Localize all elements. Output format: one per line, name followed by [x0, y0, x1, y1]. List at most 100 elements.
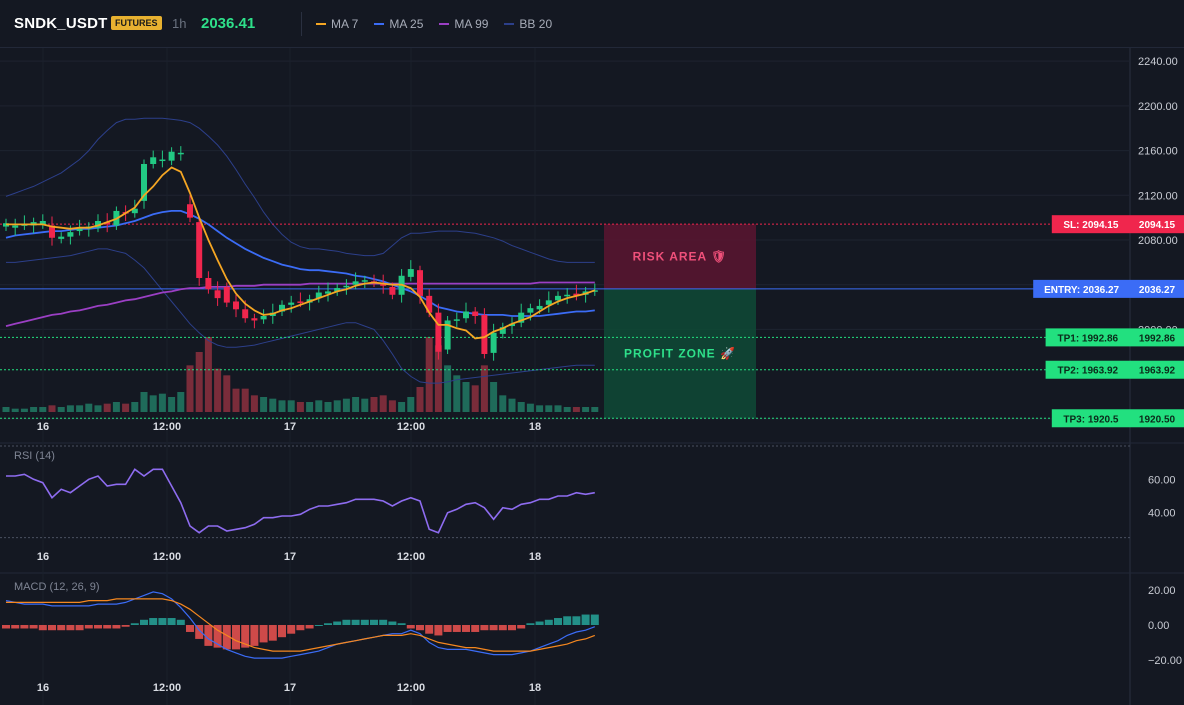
macd-histogram-bar [360, 619, 369, 625]
macd-histogram-bar [176, 619, 185, 625]
take-profit-1-axis-value: 1992.86 [1139, 333, 1176, 344]
macd-histogram-bar [314, 625, 323, 626]
candle-body [343, 285, 350, 288]
ma25-swatch [374, 23, 385, 25]
volume-bar [361, 398, 369, 412]
profit-zone [604, 288, 756, 419]
take-profit-1-tag-label: TP1: 1992.86 [1057, 333, 1118, 344]
volume-bar [39, 407, 47, 412]
volume-bar [232, 388, 240, 412]
candle-body [518, 312, 525, 323]
legend-bb20[interactable]: BB 20 [504, 17, 552, 31]
volume-bar [554, 405, 562, 412]
macd-histogram-bar [140, 619, 148, 625]
macd-histogram-bar [130, 623, 139, 625]
candle-body [481, 314, 488, 354]
time-axis-label: 18 [529, 421, 541, 433]
macd-histogram-bar [370, 619, 378, 625]
interval-selector[interactable]: 1h [172, 16, 187, 31]
volume-bar [214, 368, 222, 412]
volume-bar [471, 385, 479, 412]
volume-bar [30, 407, 38, 412]
candle-body [444, 320, 451, 350]
volume-bar [517, 402, 525, 412]
candle-body [545, 300, 552, 305]
chart-header: SNDK_USDT FUTURES 1h 2036.41 MA 7 MA 25 … [0, 0, 1184, 48]
macd-histogram-bar [333, 621, 342, 625]
profit-zone-label: PROFIT ZONE 🚀 [624, 347, 736, 361]
volume-bar [48, 405, 56, 412]
volume-bar [582, 407, 590, 412]
macd-histogram-bar [452, 625, 461, 632]
bb20-swatch [504, 23, 515, 25]
volume-bar [250, 395, 258, 412]
time-axis-label: 12:00 [397, 421, 425, 433]
candle-body [463, 311, 469, 319]
volume-bar [122, 403, 130, 412]
volume-bar [453, 375, 461, 412]
volume-bar [398, 402, 406, 412]
macd-histogram-bar [581, 614, 590, 625]
volume-bar [158, 393, 166, 412]
candle-body [205, 278, 212, 290]
macd-histogram-bar [241, 625, 250, 648]
macd-histogram-bar [158, 618, 167, 625]
volume-bar [241, 388, 249, 412]
volume-bar [11, 408, 19, 412]
macd-histogram-bar [498, 625, 507, 631]
entry-tag-label: ENTRY: 2036.27 [1044, 285, 1119, 296]
macd-histogram-bar [84, 625, 93, 629]
macd-histogram-bar [186, 625, 194, 632]
volume-bar [480, 365, 488, 412]
volume-bar [140, 392, 148, 412]
legend-ma99[interactable]: MA 99 [439, 17, 488, 31]
candle-body [187, 204, 193, 218]
header-divider [301, 12, 302, 36]
volume-bar [306, 402, 314, 412]
macd-histogram-bar [535, 621, 544, 625]
candle-body [417, 270, 423, 296]
candle-body [315, 292, 322, 299]
volume-bar [352, 397, 360, 412]
volume-bar [149, 395, 157, 412]
macd-histogram-bar [213, 625, 222, 648]
volume-bar [278, 400, 286, 412]
candle-body [297, 301, 304, 303]
candle-body [260, 316, 267, 320]
candle-body [49, 225, 55, 238]
volume-bar [526, 403, 534, 412]
macd-histogram-bar [195, 625, 204, 639]
volume-bar [416, 387, 424, 412]
macd-title: MACD (12, 26, 9) [14, 581, 100, 593]
macd-histogram-bar [296, 625, 305, 631]
volume-bar [333, 400, 341, 412]
legend-ma7[interactable]: MA 7 [316, 17, 358, 31]
volume-bar [499, 395, 507, 412]
macd-histogram-bar [11, 625, 20, 629]
take-profit-3-tag [1051, 409, 1130, 428]
time-axis-label: 17 [284, 551, 296, 563]
entry-tag [1033, 279, 1130, 298]
macd-histogram-bar [425, 625, 434, 634]
candle-body [279, 304, 285, 312]
volume-bar [425, 337, 433, 412]
stop-loss-axis-tag [1130, 215, 1184, 234]
ma7-line [6, 166, 596, 340]
legend-ma25[interactable]: MA 25 [374, 17, 423, 31]
price-axis-label: 2080.00 [1138, 235, 1178, 247]
volume-bar [407, 397, 415, 412]
candle-body [472, 311, 479, 316]
symbol-name[interactable]: SNDK_USDT [14, 15, 108, 32]
candle-body [426, 295, 433, 313]
candle-body [251, 318, 258, 321]
ma25-line [5, 210, 595, 317]
candle-body [407, 269, 414, 277]
volume-bar [195, 352, 203, 412]
macd-histogram-bar [287, 625, 296, 634]
volume-bar [204, 337, 212, 412]
volume-bar [315, 400, 323, 412]
volume-bar [536, 405, 544, 412]
candle-body [453, 319, 460, 321]
volume-bar [324, 402, 332, 412]
